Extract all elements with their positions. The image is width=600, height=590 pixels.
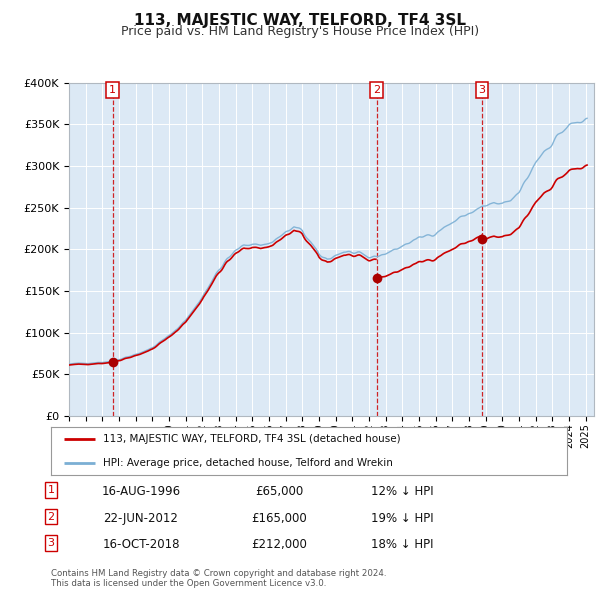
Text: £212,000: £212,000 [251, 538, 307, 551]
Text: 12% ↓ HPI: 12% ↓ HPI [371, 485, 433, 498]
Text: 1: 1 [109, 85, 116, 95]
Text: 18% ↓ HPI: 18% ↓ HPI [371, 538, 433, 551]
Text: 3: 3 [479, 85, 485, 95]
Text: 1: 1 [47, 485, 55, 495]
Text: 22-JUN-2012: 22-JUN-2012 [104, 512, 178, 525]
Text: 113, MAJESTIC WAY, TELFORD, TF4 3SL: 113, MAJESTIC WAY, TELFORD, TF4 3SL [134, 13, 466, 28]
Text: £165,000: £165,000 [251, 512, 307, 525]
Text: Price paid vs. HM Land Registry's House Price Index (HPI): Price paid vs. HM Land Registry's House … [121, 25, 479, 38]
Bar [69, 83, 70, 416]
Text: £65,000: £65,000 [255, 485, 303, 498]
Text: 19% ↓ HPI: 19% ↓ HPI [371, 512, 433, 525]
Text: Contains HM Land Registry data © Crown copyright and database right 2024.
This d: Contains HM Land Registry data © Crown c… [51, 569, 386, 588]
Text: 113, MAJESTIC WAY, TELFORD, TF4 3SL (detached house): 113, MAJESTIC WAY, TELFORD, TF4 3SL (det… [103, 434, 400, 444]
Text: 16-AUG-1996: 16-AUG-1996 [101, 485, 181, 498]
Text: 16-OCT-2018: 16-OCT-2018 [102, 538, 180, 551]
Text: 3: 3 [47, 538, 55, 548]
Text: 2: 2 [373, 85, 380, 95]
Text: 2: 2 [47, 512, 55, 522]
Text: HPI: Average price, detached house, Telford and Wrekin: HPI: Average price, detached house, Telf… [103, 458, 392, 468]
